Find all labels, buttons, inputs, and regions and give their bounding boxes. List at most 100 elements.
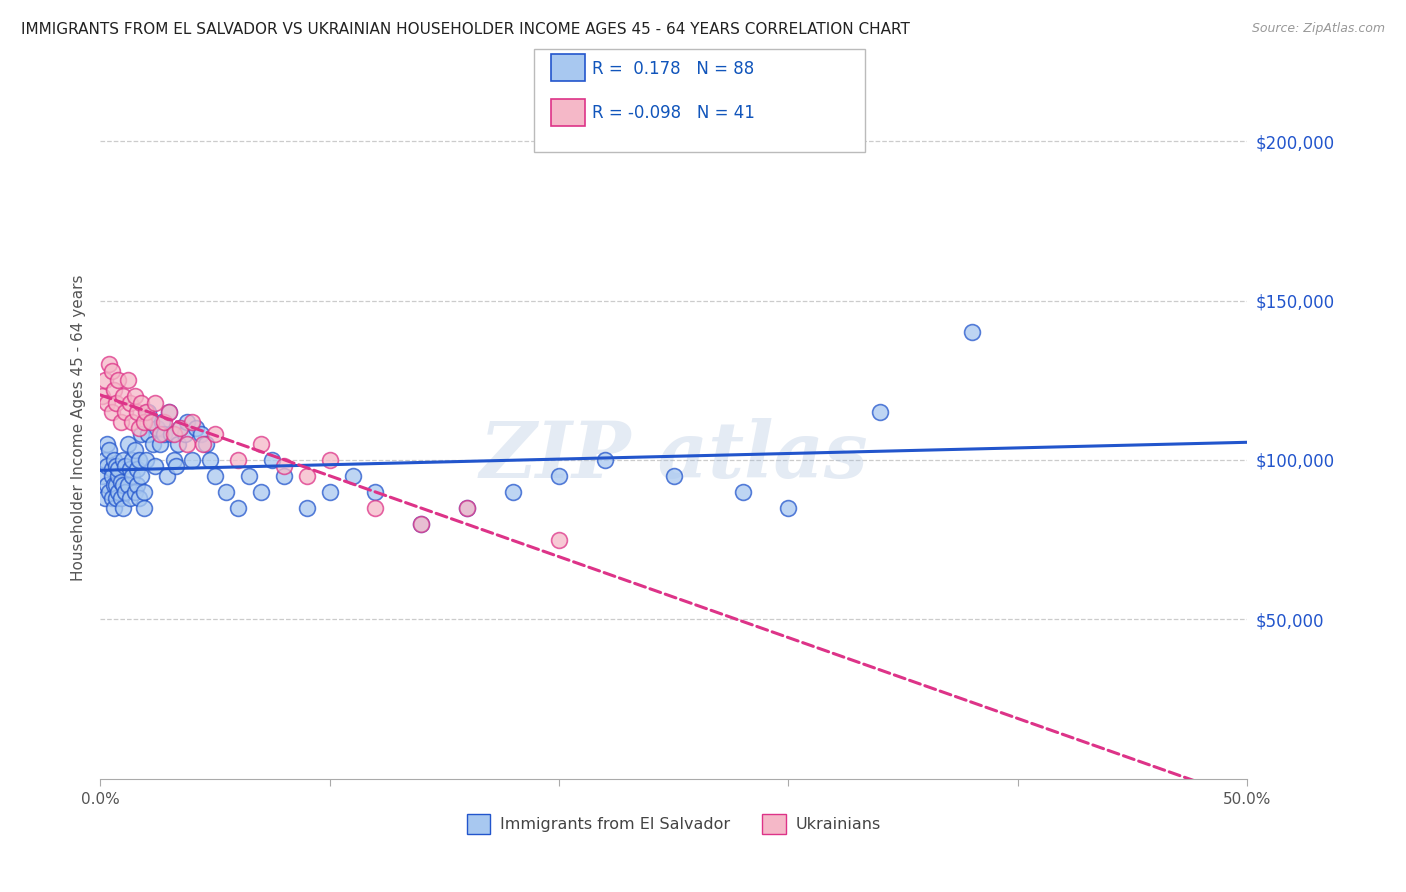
Point [105, 491, 128, 505]
Point [105, 395, 128, 409]
Point [295, 500, 318, 515]
Point [318, 453, 340, 467]
Point [124, 389, 146, 403]
Point [249, 437, 271, 451]
Text: Source: ZipAtlas.com: Source: ZipAtlas.com [1251, 22, 1385, 36]
Point [593, 453, 616, 467]
Point [548, 468, 571, 483]
Point [778, 500, 800, 515]
Point [165, 459, 187, 474]
Point [160, 427, 183, 442]
Point [128, 421, 150, 435]
Point [169, 421, 191, 435]
Point [135, 405, 157, 419]
Point [139, 415, 162, 429]
Point [118, 462, 141, 476]
Point [869, 405, 891, 419]
Point [142, 437, 165, 451]
Point [143, 395, 166, 409]
Point [91, 389, 114, 403]
Point [107, 468, 129, 483]
Point [131, 395, 153, 409]
Point [167, 437, 190, 451]
Point [156, 468, 179, 483]
Point [114, 405, 136, 419]
Point [273, 459, 295, 474]
Point [103, 383, 125, 397]
Text: IMMIGRANTS FROM EL SALVADOR VS UKRAINIAN HOUSEHOLDER INCOME AGES 45 - 64 YEARS C: IMMIGRANTS FROM EL SALVADOR VS UKRAINIAN… [21, 22, 910, 37]
Point [128, 453, 150, 467]
Point [456, 500, 478, 515]
Point [124, 443, 146, 458]
Point [118, 491, 141, 505]
Point [136, 405, 159, 419]
Point [176, 415, 198, 429]
Point [226, 453, 249, 467]
Point [204, 468, 226, 483]
Point [662, 468, 685, 483]
Point [169, 421, 191, 435]
Point [117, 437, 139, 451]
Point [180, 415, 202, 429]
Y-axis label: Householder Income Ages 45 - 64 years: Householder Income Ages 45 - 64 years [72, 275, 86, 582]
Point [117, 373, 139, 387]
Point [411, 516, 433, 531]
Point [93, 453, 115, 467]
Point [103, 500, 125, 515]
Point [135, 453, 157, 467]
Point [121, 468, 143, 483]
Point [960, 326, 983, 340]
Legend: Immigrants from El Salvador, Ukrainians: Immigrants from El Salvador, Ukrainians [467, 814, 882, 834]
Point [548, 533, 571, 547]
Point [103, 478, 125, 492]
Point [364, 500, 387, 515]
Point [411, 516, 433, 531]
Point [731, 484, 754, 499]
Point [273, 468, 295, 483]
Point [132, 415, 155, 429]
Point [121, 415, 143, 429]
Point [96, 437, 118, 451]
Point [93, 373, 115, 387]
Point [146, 421, 169, 435]
Point [124, 484, 146, 499]
Point [131, 468, 153, 483]
Point [125, 462, 148, 476]
Point [100, 468, 122, 483]
Point [114, 459, 136, 474]
Point [96, 459, 118, 474]
Point [112, 500, 135, 515]
Point [238, 468, 260, 483]
Point [107, 484, 129, 499]
Point [107, 462, 129, 476]
Point [132, 484, 155, 499]
Point [318, 484, 340, 499]
Point [131, 427, 153, 442]
Point [190, 427, 212, 442]
Point [100, 462, 122, 476]
Point [193, 437, 215, 451]
Point [110, 475, 132, 490]
Point [157, 405, 180, 419]
Point [117, 478, 139, 492]
Point [364, 484, 387, 499]
Point [98, 357, 121, 371]
Point [162, 427, 184, 442]
Point [157, 405, 180, 419]
Point [100, 405, 122, 419]
Point [93, 491, 115, 505]
Point [176, 437, 198, 451]
Point [91, 468, 114, 483]
Point [249, 484, 271, 499]
Point [96, 395, 118, 409]
Point [98, 443, 121, 458]
Point [112, 389, 135, 403]
Point [186, 421, 208, 435]
Point [121, 453, 143, 467]
Point [153, 415, 176, 429]
Point [125, 405, 148, 419]
Point [162, 453, 184, 467]
Point [136, 427, 159, 442]
Point [342, 468, 364, 483]
Point [125, 478, 148, 492]
